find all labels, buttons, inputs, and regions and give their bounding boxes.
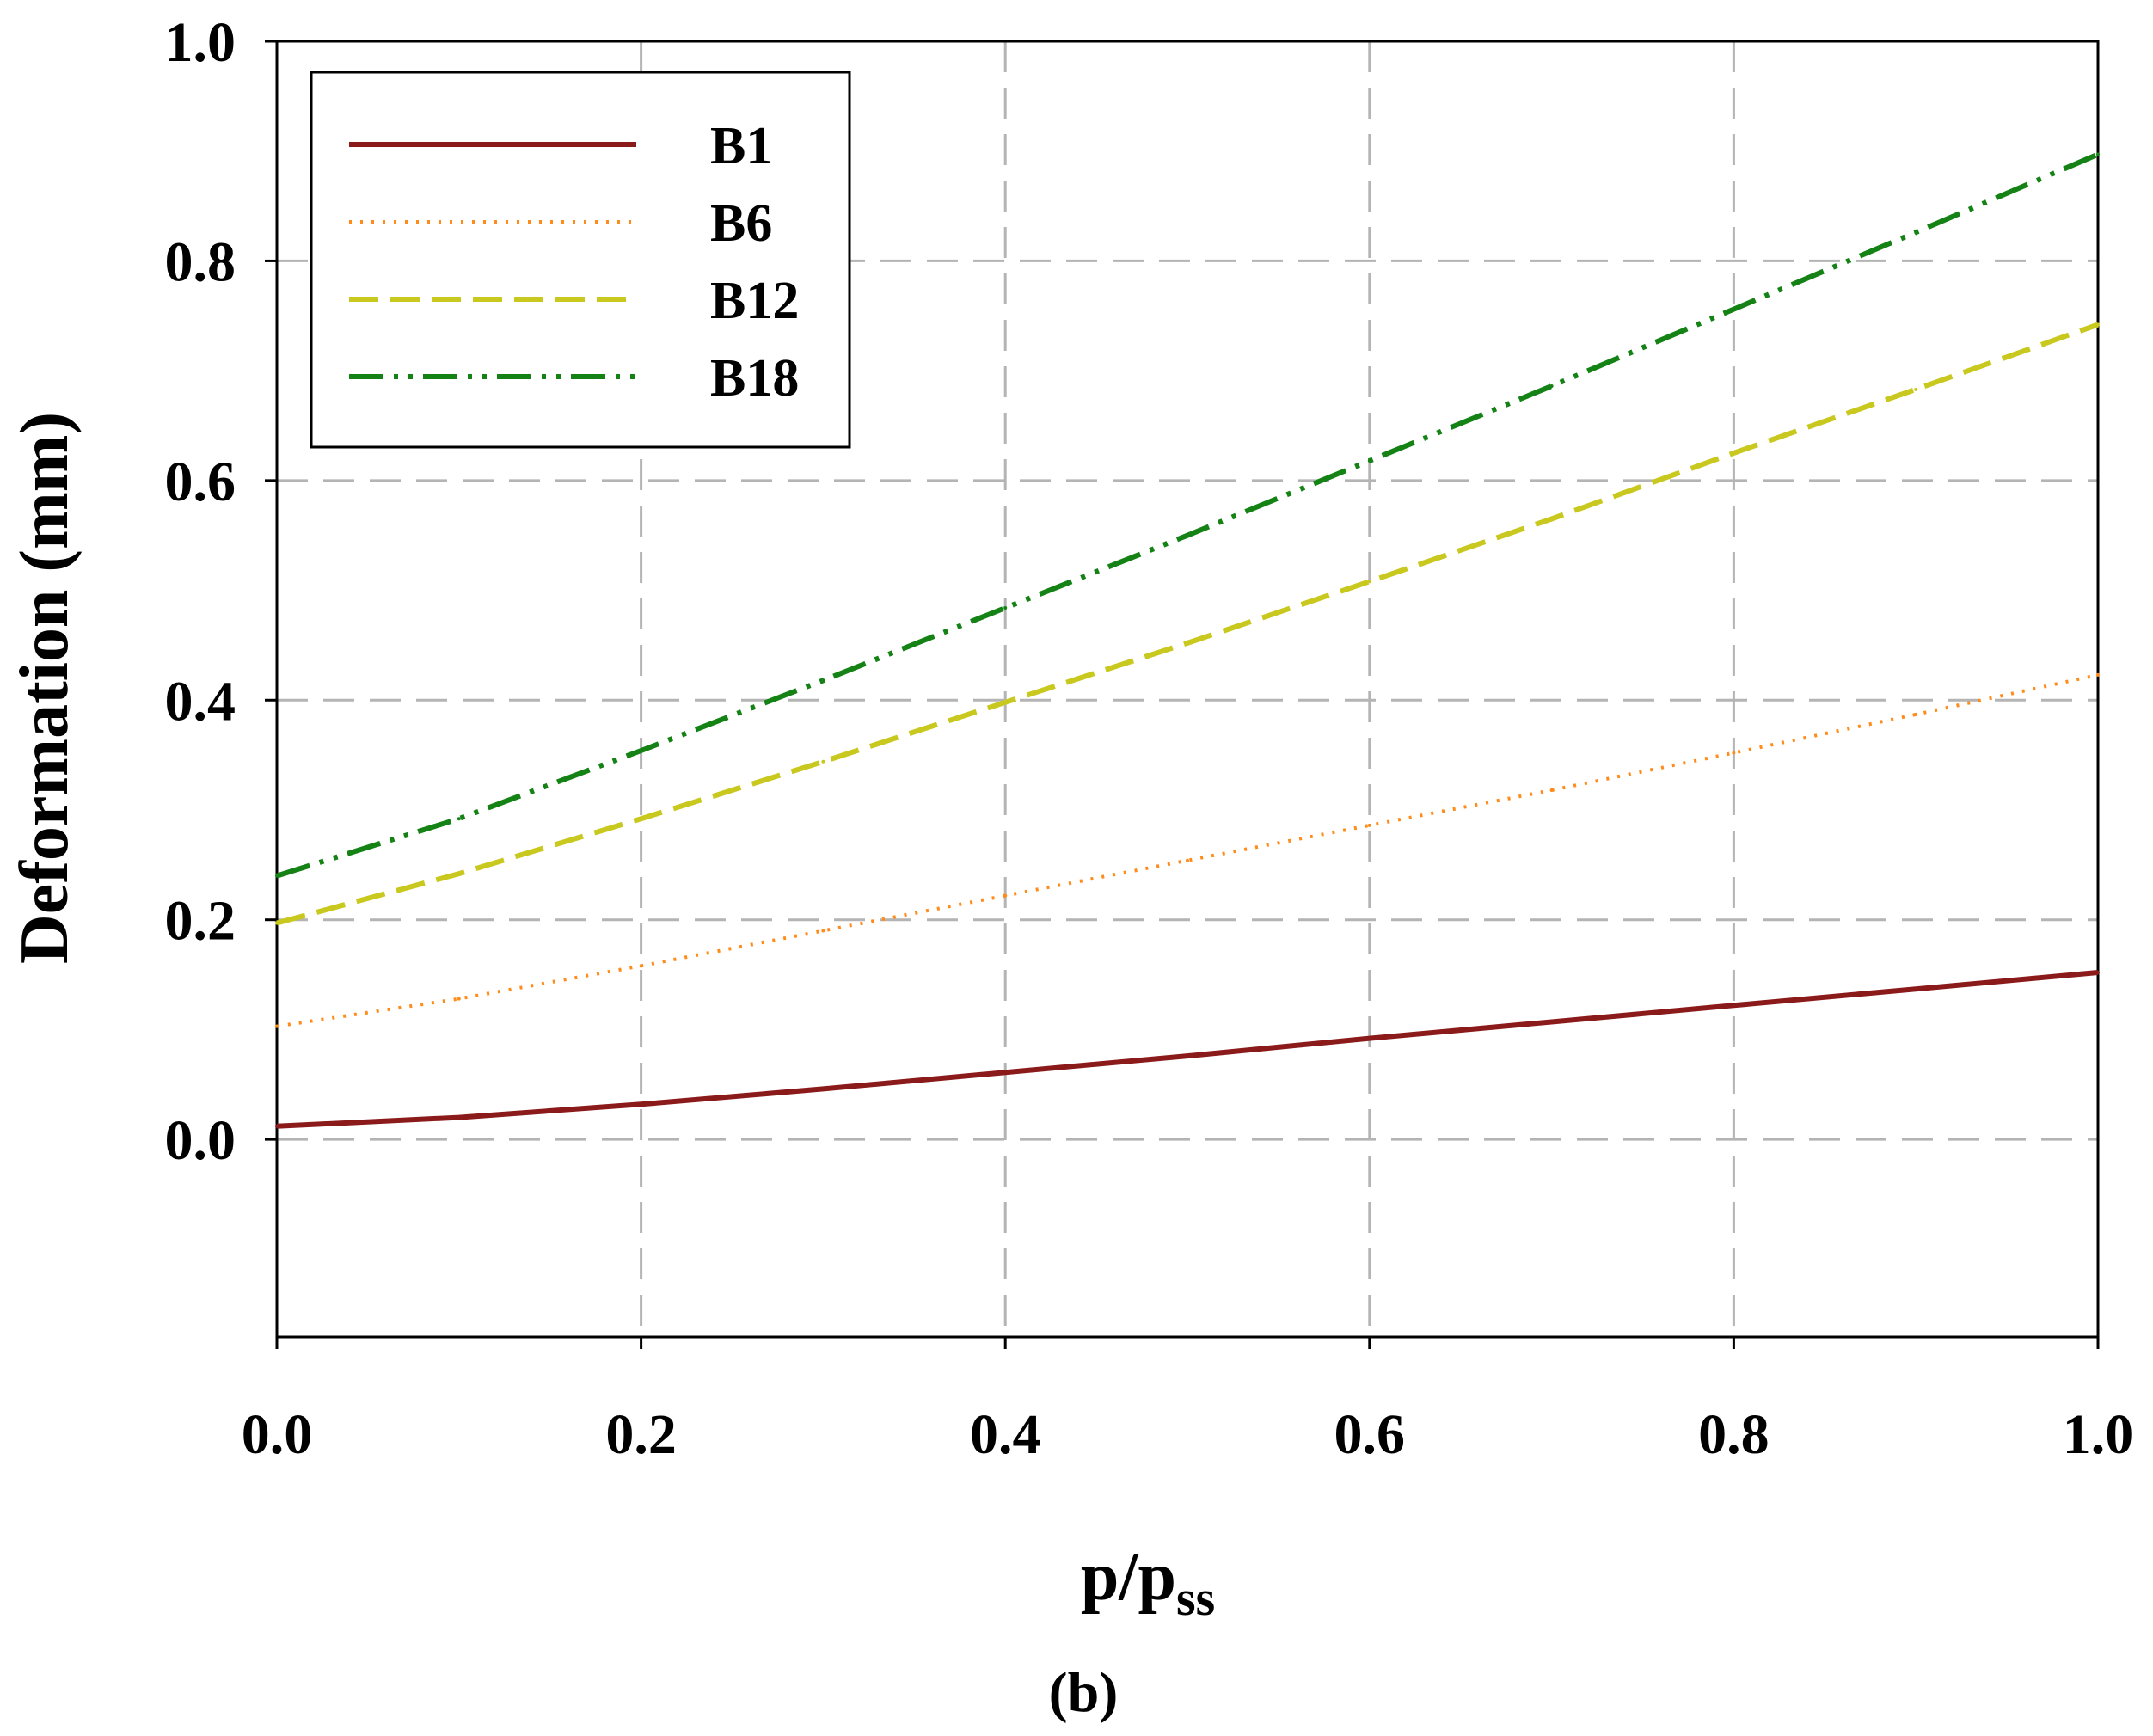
data-point-b1 [457, 1115, 461, 1120]
data-point-b12 [821, 759, 825, 764]
data-point-b18 [1003, 605, 1008, 610]
data-point-b1 [275, 1124, 279, 1128]
data-point-b12 [1003, 700, 1008, 704]
data-point-b1 [1186, 1054, 1189, 1058]
x-tick-label: 0.6 [1334, 1403, 1406, 1466]
y-tick-label: 0.6 [165, 451, 236, 513]
x-tick-label: 0.4 [970, 1403, 1041, 1466]
x-tick-label: 0.8 [1698, 1403, 1770, 1466]
data-point-b12 [1732, 451, 1736, 455]
data-point-b12 [1186, 641, 1189, 645]
data-point-b18 [1914, 230, 1918, 235]
data-point-b18 [2096, 152, 2100, 156]
data-point-b12 [275, 921, 279, 925]
x-tick-label: 0.2 [605, 1403, 677, 1466]
data-point-b18 [639, 749, 643, 753]
x-axis-title-main: p/p [1081, 1539, 1176, 1615]
plot-area [275, 40, 2100, 1339]
data-point-b6 [639, 964, 643, 968]
data-point-b6 [2096, 672, 2100, 677]
data-point-b12 [1367, 580, 1371, 584]
data-point-b6 [1003, 893, 1008, 898]
x-axis-title: p/pss [1081, 1539, 1215, 1626]
data-point-b6 [1914, 712, 1918, 716]
grid [277, 41, 2098, 1337]
x-axis-title-subscript: ss [1176, 1570, 1215, 1626]
data-point-b18 [1732, 307, 1736, 311]
series-lines [275, 151, 2100, 1129]
data-point-b1 [2096, 970, 2100, 974]
data-point-b6 [1186, 858, 1189, 862]
axis-ticks: 0.0 0.2 0.4 0.6 0.8 1.0 0.0 0.2 0.4 0.6 0.8 1.0 [165, 11, 2134, 1466]
series-line-b6 [276, 672, 2099, 1028]
data-point-b1 [1914, 987, 1918, 991]
legend-label-b12: B12 [710, 272, 799, 330]
x-tick-label: 0.0 [242, 1403, 313, 1466]
data-point-b1 [1732, 1003, 1736, 1008]
figure-caption: (b) [1049, 1661, 1119, 1724]
data-point-b18 [1186, 533, 1189, 537]
data-point-b1 [1003, 1070, 1008, 1075]
legend-label-b6: B6 [710, 194, 772, 253]
legend: B1 B6 B12 B18 [310, 71, 851, 449]
data-point-b1 [1549, 1020, 1554, 1024]
data-point-b1 [821, 1087, 825, 1091]
data-point-b6 [275, 1024, 279, 1028]
data-point-b1 [639, 1102, 643, 1107]
y-tick-label: 0.0 [165, 1109, 236, 1172]
data-point-b6 [1732, 751, 1736, 755]
legend-label-b1: B1 [710, 117, 772, 175]
y-tick-label: 0.8 [165, 230, 236, 293]
data-point-b18 [1367, 458, 1371, 463]
legend-box [310, 71, 851, 449]
y-tick-label: 0.4 [165, 670, 236, 733]
data-point-b6 [1549, 788, 1554, 792]
y-tick-label: 0.2 [165, 890, 236, 953]
y-tick-label: 1.0 [165, 11, 236, 74]
data-point-b12 [457, 872, 461, 876]
data-point-b6 [821, 929, 825, 933]
data-point-b12 [639, 817, 643, 821]
data-point-b18 [821, 678, 825, 683]
data-point-b18 [275, 874, 279, 878]
data-point-b6 [1367, 823, 1371, 827]
data-point-b18 [457, 817, 461, 821]
data-point-b12 [1549, 517, 1554, 521]
legend-label-b18: B18 [710, 349, 799, 408]
data-point-b1 [1367, 1036, 1371, 1040]
data-point-b6 [457, 997, 461, 1001]
data-point-b12 [2096, 322, 2100, 327]
data-point-b18 [1549, 384, 1554, 389]
y-axis-title: Deformation (mm) [7, 412, 83, 964]
data-point-b12 [1914, 387, 1918, 391]
x-tick-label: 1.0 [2063, 1403, 2134, 1466]
